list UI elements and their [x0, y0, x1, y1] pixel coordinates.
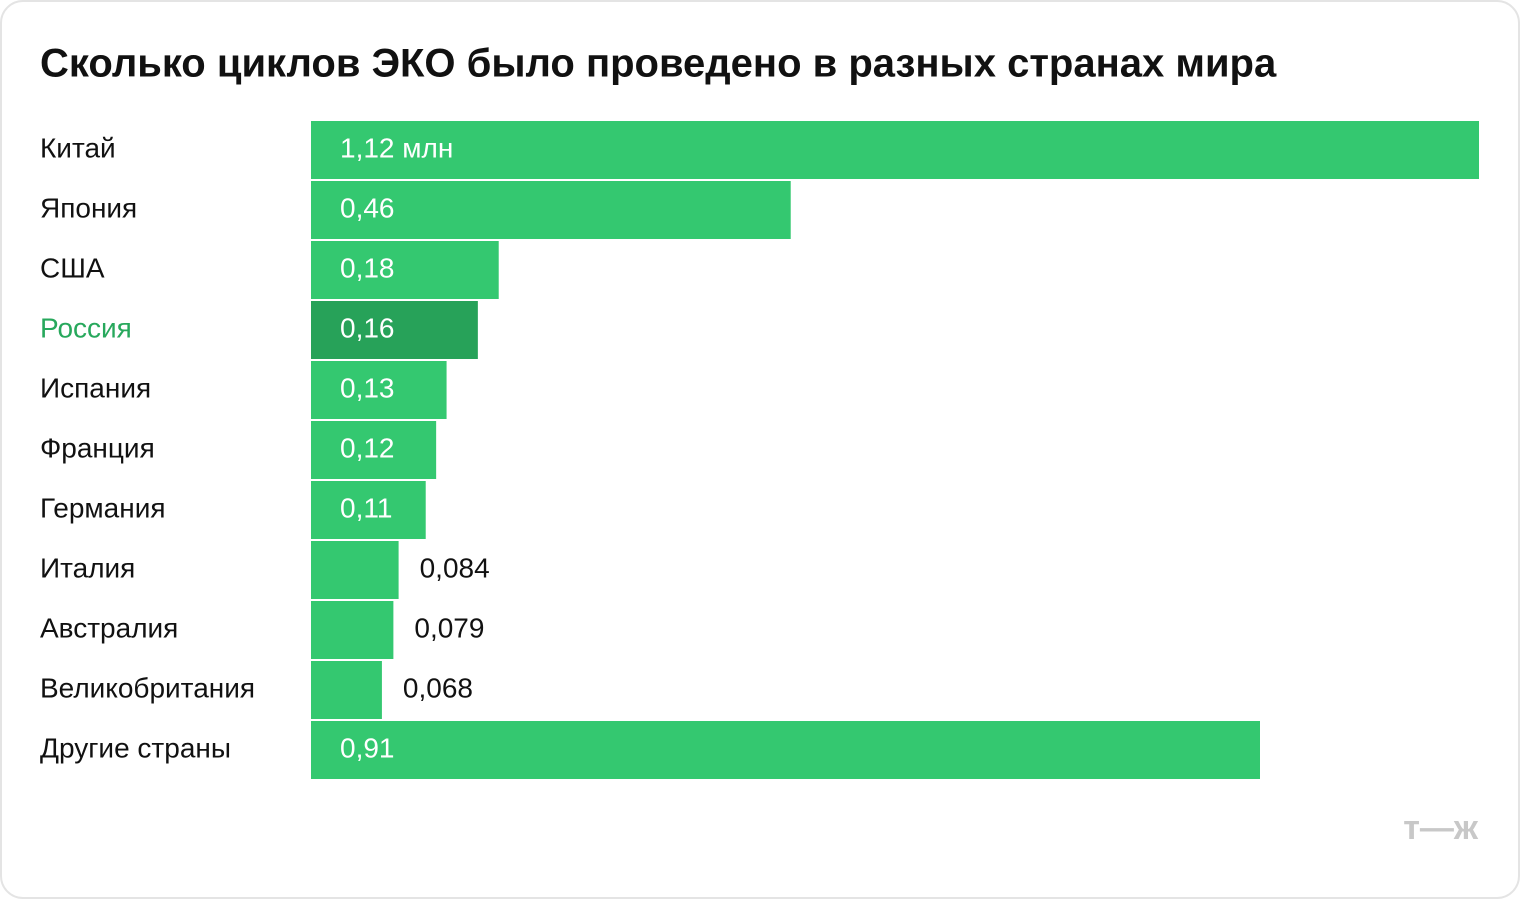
value-label: 0,13	[340, 372, 395, 403]
category-label: Россия	[40, 312, 132, 343]
value-label: 0,91	[340, 732, 395, 763]
bar	[311, 661, 382, 719]
value-label: 0,068	[403, 672, 473, 703]
bar	[311, 721, 1260, 779]
category-label: Другие страны	[40, 732, 231, 763]
category-label: Германия	[40, 492, 166, 523]
value-label: 0,079	[414, 612, 484, 643]
bar	[311, 421, 437, 479]
bar	[311, 601, 394, 659]
value-label: 0,084	[420, 552, 490, 583]
category-label: Испания	[40, 372, 151, 403]
logo: т—ж	[1403, 809, 1479, 847]
value-label: 1,12 млн	[340, 132, 453, 163]
bar	[311, 541, 399, 599]
category-label: США	[40, 252, 105, 283]
value-label: 0,18	[340, 252, 395, 283]
value-label: 0,11	[340, 492, 392, 523]
category-label: Великобритания	[40, 672, 255, 703]
bar	[311, 241, 499, 299]
bar	[311, 361, 447, 419]
value-label: 0,46	[340, 192, 395, 223]
bar	[311, 301, 478, 359]
category-label: Китай	[40, 132, 116, 163]
category-label: Австралия	[40, 612, 178, 643]
value-label: 0,16	[340, 312, 395, 343]
bar	[311, 181, 791, 239]
category-label: Япония	[40, 192, 137, 223]
bar	[311, 121, 1479, 179]
chart-title: Сколько циклов ЭКО было проведено в разн…	[40, 42, 1277, 86]
category-label: Италия	[40, 552, 135, 583]
category-label: Франция	[40, 432, 155, 463]
bar	[311, 481, 426, 539]
value-label: 0,12	[340, 432, 395, 463]
